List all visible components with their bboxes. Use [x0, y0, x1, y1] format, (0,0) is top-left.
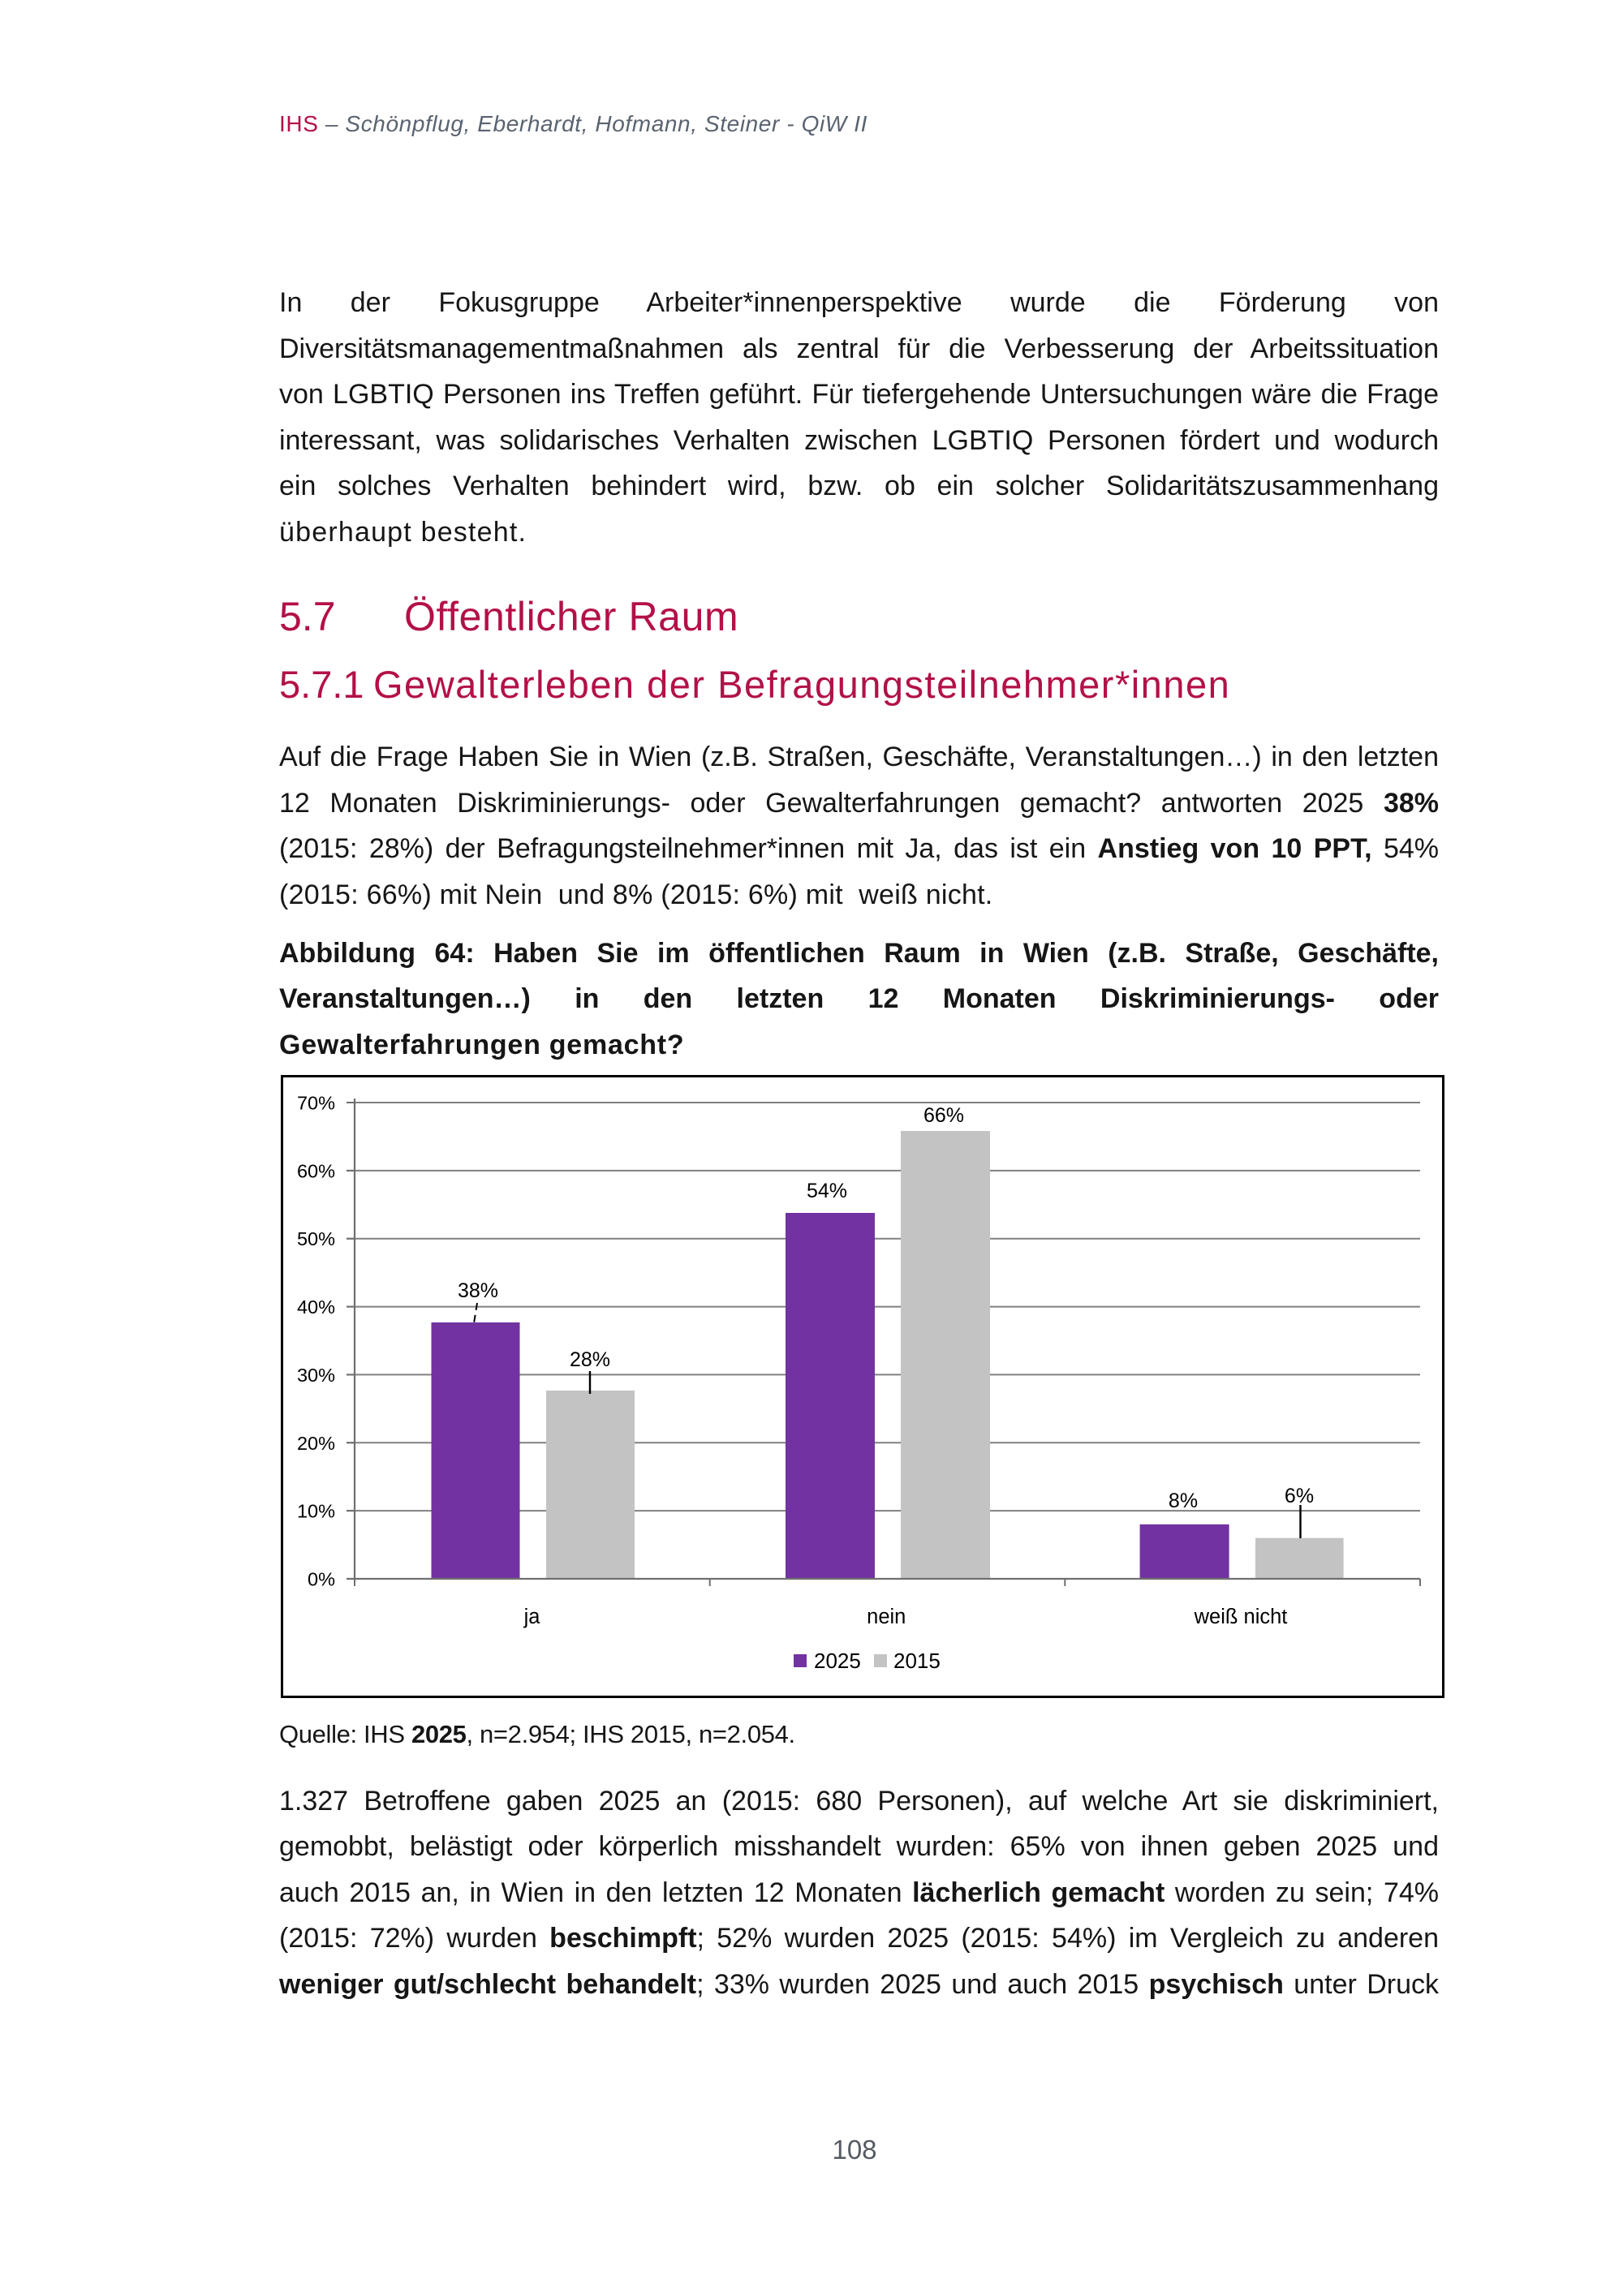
svg-text:6%: 6% [1285, 1485, 1314, 1507]
svg-text:nein: nein [867, 1606, 906, 1628]
svg-text:weiß nicht: weiß nicht [1194, 1606, 1288, 1628]
svg-text:20%: 20% [297, 1433, 335, 1454]
svg-text:66%: 66% [923, 1104, 964, 1127]
svg-text:30%: 30% [297, 1365, 335, 1386]
svg-text:10%: 10% [297, 1501, 335, 1522]
svg-text:60%: 60% [297, 1160, 335, 1181]
svg-text:ja: ja [523, 1606, 541, 1628]
svg-text:70%: 70% [297, 1093, 335, 1114]
svg-text:40%: 40% [297, 1296, 335, 1318]
svg-text:2015: 2015 [893, 1649, 941, 1673]
svg-text:2025: 2025 [814, 1649, 861, 1673]
svg-text:28%: 28% [570, 1348, 610, 1371]
svg-text:50%: 50% [297, 1228, 335, 1249]
svg-text:54%: 54% [807, 1180, 847, 1202]
svg-text:0%: 0% [308, 1569, 335, 1590]
svg-text:38%: 38% [458, 1279, 498, 1302]
svg-text:8%: 8% [1169, 1490, 1198, 1512]
